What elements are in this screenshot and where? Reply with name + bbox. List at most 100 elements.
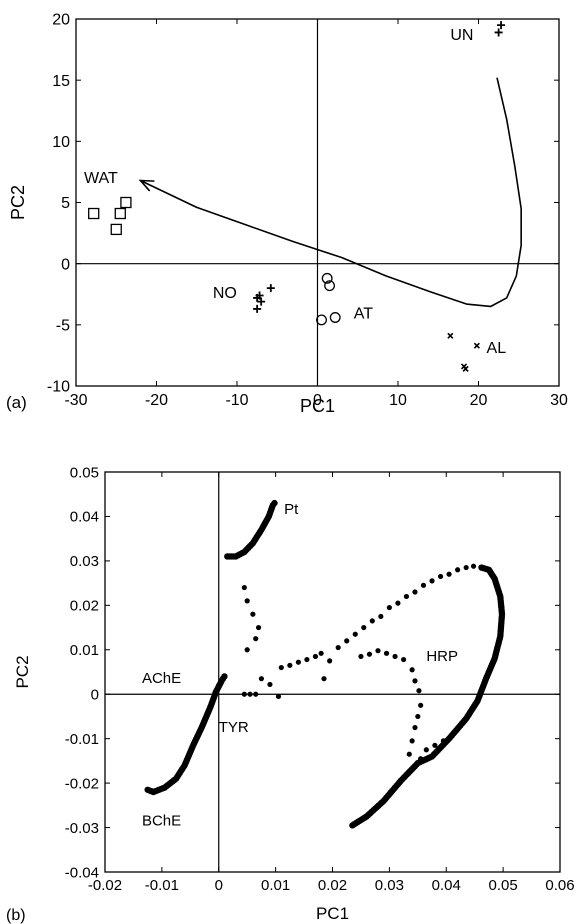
- x-tick-label: 0.05: [489, 877, 518, 894]
- square-marker: [110, 223, 122, 236]
- x-tick-label: -10: [225, 392, 248, 409]
- data-point: [423, 747, 429, 753]
- y-tick-label: 0.03: [70, 553, 99, 570]
- data-point: [418, 702, 424, 708]
- y-tick-label: 0: [61, 256, 70, 273]
- data-point: [386, 604, 392, 611]
- data-point: [275, 693, 282, 700]
- data-point: [221, 673, 228, 680]
- x-tick-label: 0.01: [261, 877, 290, 894]
- y-tick-label: 0: [91, 686, 99, 703]
- annotation-tyr: TYR: [219, 719, 249, 736]
- data-point: [327, 658, 333, 664]
- x-tick-label: 0: [215, 877, 223, 894]
- annotation-no: NO: [213, 285, 237, 302]
- x-tick-label: -30: [64, 392, 87, 409]
- annotation-at: AT: [354, 306, 373, 323]
- y-tick-label: 20: [52, 12, 70, 29]
- data-point: [400, 656, 407, 663]
- data-point: [403, 593, 410, 600]
- x-marker: [462, 365, 469, 372]
- data-point: [344, 638, 350, 644]
- data-point: [392, 653, 398, 660]
- y-tick-label: 10: [52, 134, 70, 151]
- y-tick-label: 0.01: [70, 642, 99, 659]
- data-point: [446, 571, 452, 577]
- y-tick-label: 0.04: [70, 509, 99, 526]
- trajectory-arrowhead: [138, 179, 155, 192]
- plus-marker: [253, 304, 262, 313]
- data-point: [416, 688, 422, 694]
- x-tick-label: 30: [550, 392, 568, 409]
- data-point: [463, 564, 469, 571]
- x-tick-label: 0.03: [375, 877, 404, 894]
- data-point: [440, 738, 447, 744]
- y-tick-label: -0.01: [65, 731, 99, 748]
- data-point: [418, 756, 424, 762]
- data-point: [241, 584, 247, 591]
- data-point: [420, 582, 427, 588]
- data-point: [395, 600, 401, 606]
- x-tick-label: 10: [389, 392, 407, 409]
- x-tick-label: 0: [313, 392, 322, 409]
- x-tick-label: -20: [145, 392, 168, 409]
- trajectory-curve: [140, 77, 522, 308]
- data-point: [406, 751, 412, 757]
- square-marker: [114, 207, 126, 220]
- y-tick-label: -10: [47, 379, 70, 396]
- x-tick-label: 0.06: [545, 877, 574, 894]
- data-point: [455, 567, 461, 573]
- circle-marker: [324, 280, 336, 292]
- data-point: [366, 651, 373, 657]
- panel-b-chart: -0.02 -0.01 0 0.01 0.02 0.03 0.04 0.05 0.06 -0.04…: [6, 464, 575, 924]
- data-point: [358, 653, 364, 660]
- data-point: [321, 676, 327, 682]
- x-tick-label: 0.02: [318, 877, 347, 894]
- data-point: [295, 659, 301, 665]
- y-tick-label: 0.05: [70, 464, 99, 481]
- annotation-un: UN: [450, 27, 473, 44]
- data-point: [378, 613, 384, 620]
- plus-marker: [494, 28, 503, 37]
- data-point: [271, 499, 278, 507]
- x-tick-label: -0.01: [145, 877, 179, 894]
- data-point: [412, 678, 418, 684]
- data-point: [304, 656, 310, 663]
- square-marker: [120, 196, 132, 209]
- data-point: [412, 724, 418, 731]
- x-marker: [473, 342, 480, 349]
- plus-marker: [255, 291, 264, 300]
- square-marker: [88, 207, 100, 220]
- data-point: [415, 713, 421, 720]
- data-point: [253, 636, 259, 642]
- y-tick-label: -0.02: [65, 775, 99, 792]
- data-point: [361, 624, 367, 631]
- x-tick-label: 20: [470, 392, 488, 409]
- x-axis-label: PC1: [316, 904, 349, 923]
- data-point: [287, 662, 293, 668]
- data-point: [267, 681, 273, 688]
- annotation-wat: WAT: [84, 170, 118, 187]
- data-point: [383, 650, 390, 656]
- data-point: [409, 738, 415, 744]
- annotation-pt: Pt: [284, 501, 299, 518]
- y-tick-label: 0.02: [70, 598, 99, 615]
- data-point: [255, 624, 262, 631]
- x-tick-label: -0.02: [88, 877, 122, 894]
- data-point: [253, 691, 259, 697]
- data-point: [244, 598, 250, 604]
- data-point: [258, 676, 265, 682]
- y-tick-label: 15: [52, 73, 70, 90]
- plus-marker: [266, 284, 275, 293]
- panel-label: (b): [6, 907, 26, 924]
- y-tick-label: 5: [61, 195, 70, 212]
- data-point: [335, 644, 341, 651]
- data-point: [352, 631, 358, 637]
- data-point: [409, 667, 415, 673]
- data-point: [312, 653, 319, 660]
- data-point: [470, 563, 477, 569]
- x-axis-label: PC1: [300, 396, 335, 416]
- data-point: [278, 664, 284, 671]
- data-point: [250, 611, 256, 617]
